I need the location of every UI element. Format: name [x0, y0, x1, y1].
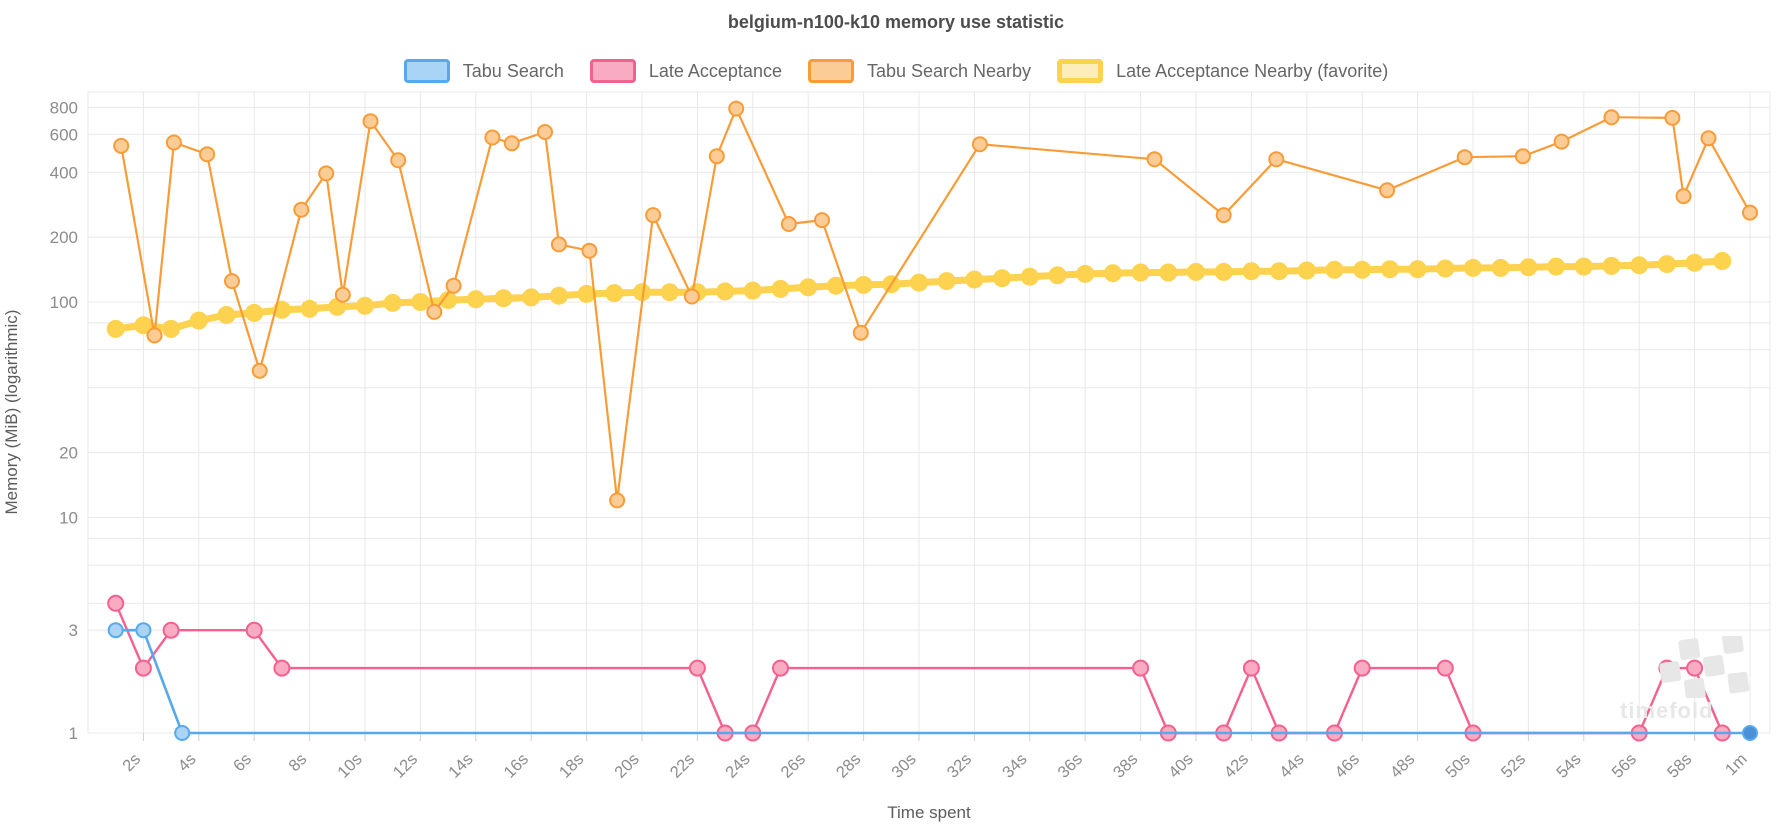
svg-text:40s: 40s: [1165, 750, 1197, 782]
legend-label-late-acceptance-nearby: Late Acceptance Nearby (favorite): [1116, 60, 1389, 81]
svg-text:28s: 28s: [833, 750, 865, 782]
svg-text:2s: 2s: [119, 750, 144, 775]
legend-item-tabu-search-nearby[interactable]: Tabu Search Nearby: [807, 59, 1032, 83]
svg-text:12s: 12s: [390, 750, 422, 782]
svg-text:200: 200: [50, 228, 78, 247]
svg-text:50s: 50s: [1442, 750, 1474, 782]
svg-text:8s: 8s: [285, 750, 310, 775]
svg-text:34s: 34s: [999, 750, 1031, 782]
x-axis-title: Time spent: [887, 803, 971, 822]
legend-swatch-tabu-search: [403, 59, 450, 83]
svg-text:32s: 32s: [944, 750, 976, 782]
legend-label-tabu-search: Tabu Search: [462, 60, 564, 81]
svg-text:20: 20: [59, 444, 78, 463]
svg-text:3: 3: [69, 621, 78, 640]
svg-text:1m: 1m: [1722, 750, 1751, 779]
legend-item-late-acceptance-nearby[interactable]: Late Acceptance Nearby (favorite): [1057, 59, 1388, 83]
svg-text:6s: 6s: [230, 750, 255, 775]
svg-text:22s: 22s: [667, 750, 699, 782]
legend-label-tabu-search-nearby: Tabu Search Nearby: [866, 60, 1032, 81]
svg-text:38s: 38s: [1110, 750, 1142, 782]
svg-text:46s: 46s: [1331, 750, 1363, 782]
legend-swatch-late-acceptance-nearby: [1057, 59, 1104, 83]
svg-text:44s: 44s: [1276, 750, 1308, 782]
svg-text:42s: 42s: [1221, 750, 1253, 782]
svg-text:36s: 36s: [1054, 750, 1086, 782]
y-axis-title: Memory (MiB) (logarithmic): [2, 310, 21, 515]
svg-text:10s: 10s: [334, 750, 366, 782]
legend-label-late-acceptance: Late Acceptance: [648, 60, 782, 81]
svg-text:26s: 26s: [777, 750, 809, 782]
svg-text:14s: 14s: [445, 750, 477, 782]
svg-text:16s: 16s: [500, 750, 532, 782]
svg-text:24s: 24s: [722, 750, 754, 782]
svg-text:48s: 48s: [1387, 750, 1419, 782]
legend-swatch-late-acceptance: [589, 59, 636, 83]
svg-text:18s: 18s: [556, 750, 588, 782]
svg-text:800: 800: [50, 98, 78, 117]
svg-text:600: 600: [50, 125, 78, 144]
legend-swatch-tabu-search-nearby: [807, 59, 854, 83]
svg-text:100: 100: [50, 293, 78, 312]
svg-text:52s: 52s: [1498, 750, 1530, 782]
chart-title: belgium-n100-k10 memory use statistic: [727, 12, 1065, 32]
svg-text:30s: 30s: [888, 750, 920, 782]
svg-text:20s: 20s: [611, 750, 643, 782]
svg-text:54s: 54s: [1553, 750, 1585, 782]
svg-text:58s: 58s: [1664, 750, 1696, 782]
svg-text:4s: 4s: [175, 750, 200, 775]
legend: Tabu Search Late Acceptance Tabu Search …: [0, 54, 1792, 88]
svg-text:1: 1: [69, 724, 78, 743]
svg-text:400: 400: [50, 163, 78, 182]
legend-item-tabu-search[interactable]: Tabu Search: [403, 59, 564, 83]
svg-text:10: 10: [59, 509, 78, 528]
svg-text:56s: 56s: [1608, 750, 1640, 782]
legend-item-late-acceptance[interactable]: Late Acceptance: [589, 59, 782, 83]
